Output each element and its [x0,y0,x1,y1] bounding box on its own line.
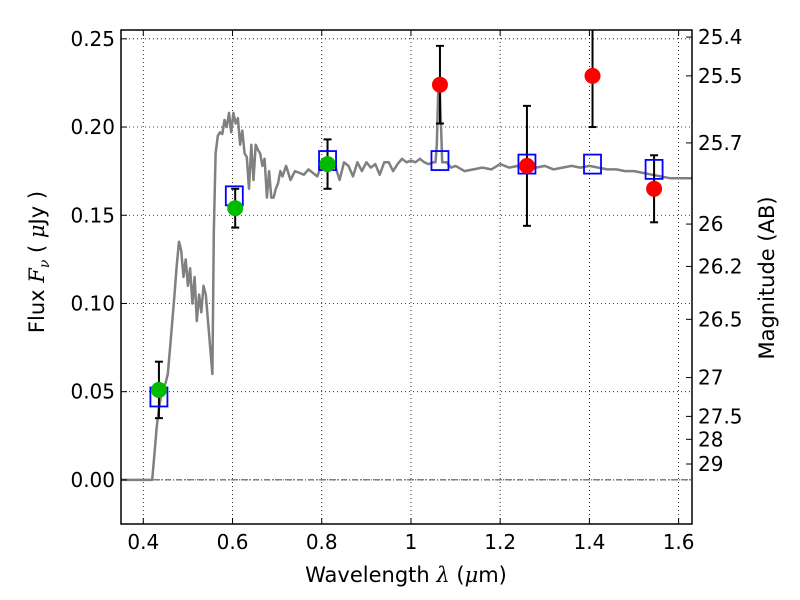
x-tick-label: 0.6 [217,530,249,554]
y2-tick-label: 29 [698,452,723,476]
green-data-point [150,381,167,398]
x-tick-label: 0.8 [306,530,338,554]
observed-points [150,67,663,398]
right-axis-label: Magnitude (AB) [755,196,779,359]
red-data-point [584,67,601,84]
model-photometry-squares [149,150,664,408]
y2-tick-label: 25.7 [698,131,743,155]
y2-tick-label: 25.5 [698,64,743,88]
y2-tick-label: 26.5 [698,307,743,331]
x-tick-label: 0.4 [127,530,159,554]
y-axis-label: Flux Fν ( μJy ) [25,191,53,333]
y2-tick-label: 25.4 [698,25,743,49]
blue-square-marker [583,153,602,175]
red-data-point [646,180,663,197]
x-axis-label: Wavelength λ (μm) [305,563,507,587]
x-axis-ticks: 0.4 0.6 0.8 1 1.2 1.4 1.6 [127,30,695,554]
red-data-point [518,157,535,174]
green-data-point [227,200,244,217]
x-tick-label: 1.6 [663,530,695,554]
y-tick-label: 0.20 [70,115,115,139]
y2-tick-label: 26.2 [698,254,743,278]
blue-square-marker [430,150,450,171]
y-tick-label: 0.25 [70,27,115,51]
y-tick-label: 0.15 [70,203,115,227]
grid-lines [121,30,692,524]
plot-frame [120,29,693,525]
model-spectrum-line [121,81,692,482]
y2-tick-label: 27 [698,366,723,390]
x-tick-label: 1.2 [484,530,516,554]
green-data-point [319,156,336,173]
y-tick-label: 0.05 [70,380,115,404]
y2-tick-label: 27.5 [698,404,743,428]
y-axis-ticks: 0.00 0.05 0.10 0.15 0.20 0.25 [70,27,127,492]
x-tick-label: 1 [405,530,418,554]
y2-tick-label: 26 [698,212,723,236]
x-tick-label: 1.4 [573,530,605,554]
red-data-point [431,76,448,93]
blue-square-marker [644,158,664,180]
y-tick-label: 0.10 [70,291,115,315]
y2-tick-label: 28 [698,427,723,451]
y-tick-label: 0.00 [70,468,115,492]
error-bars [154,30,659,420]
model-spectrum [121,81,692,482]
